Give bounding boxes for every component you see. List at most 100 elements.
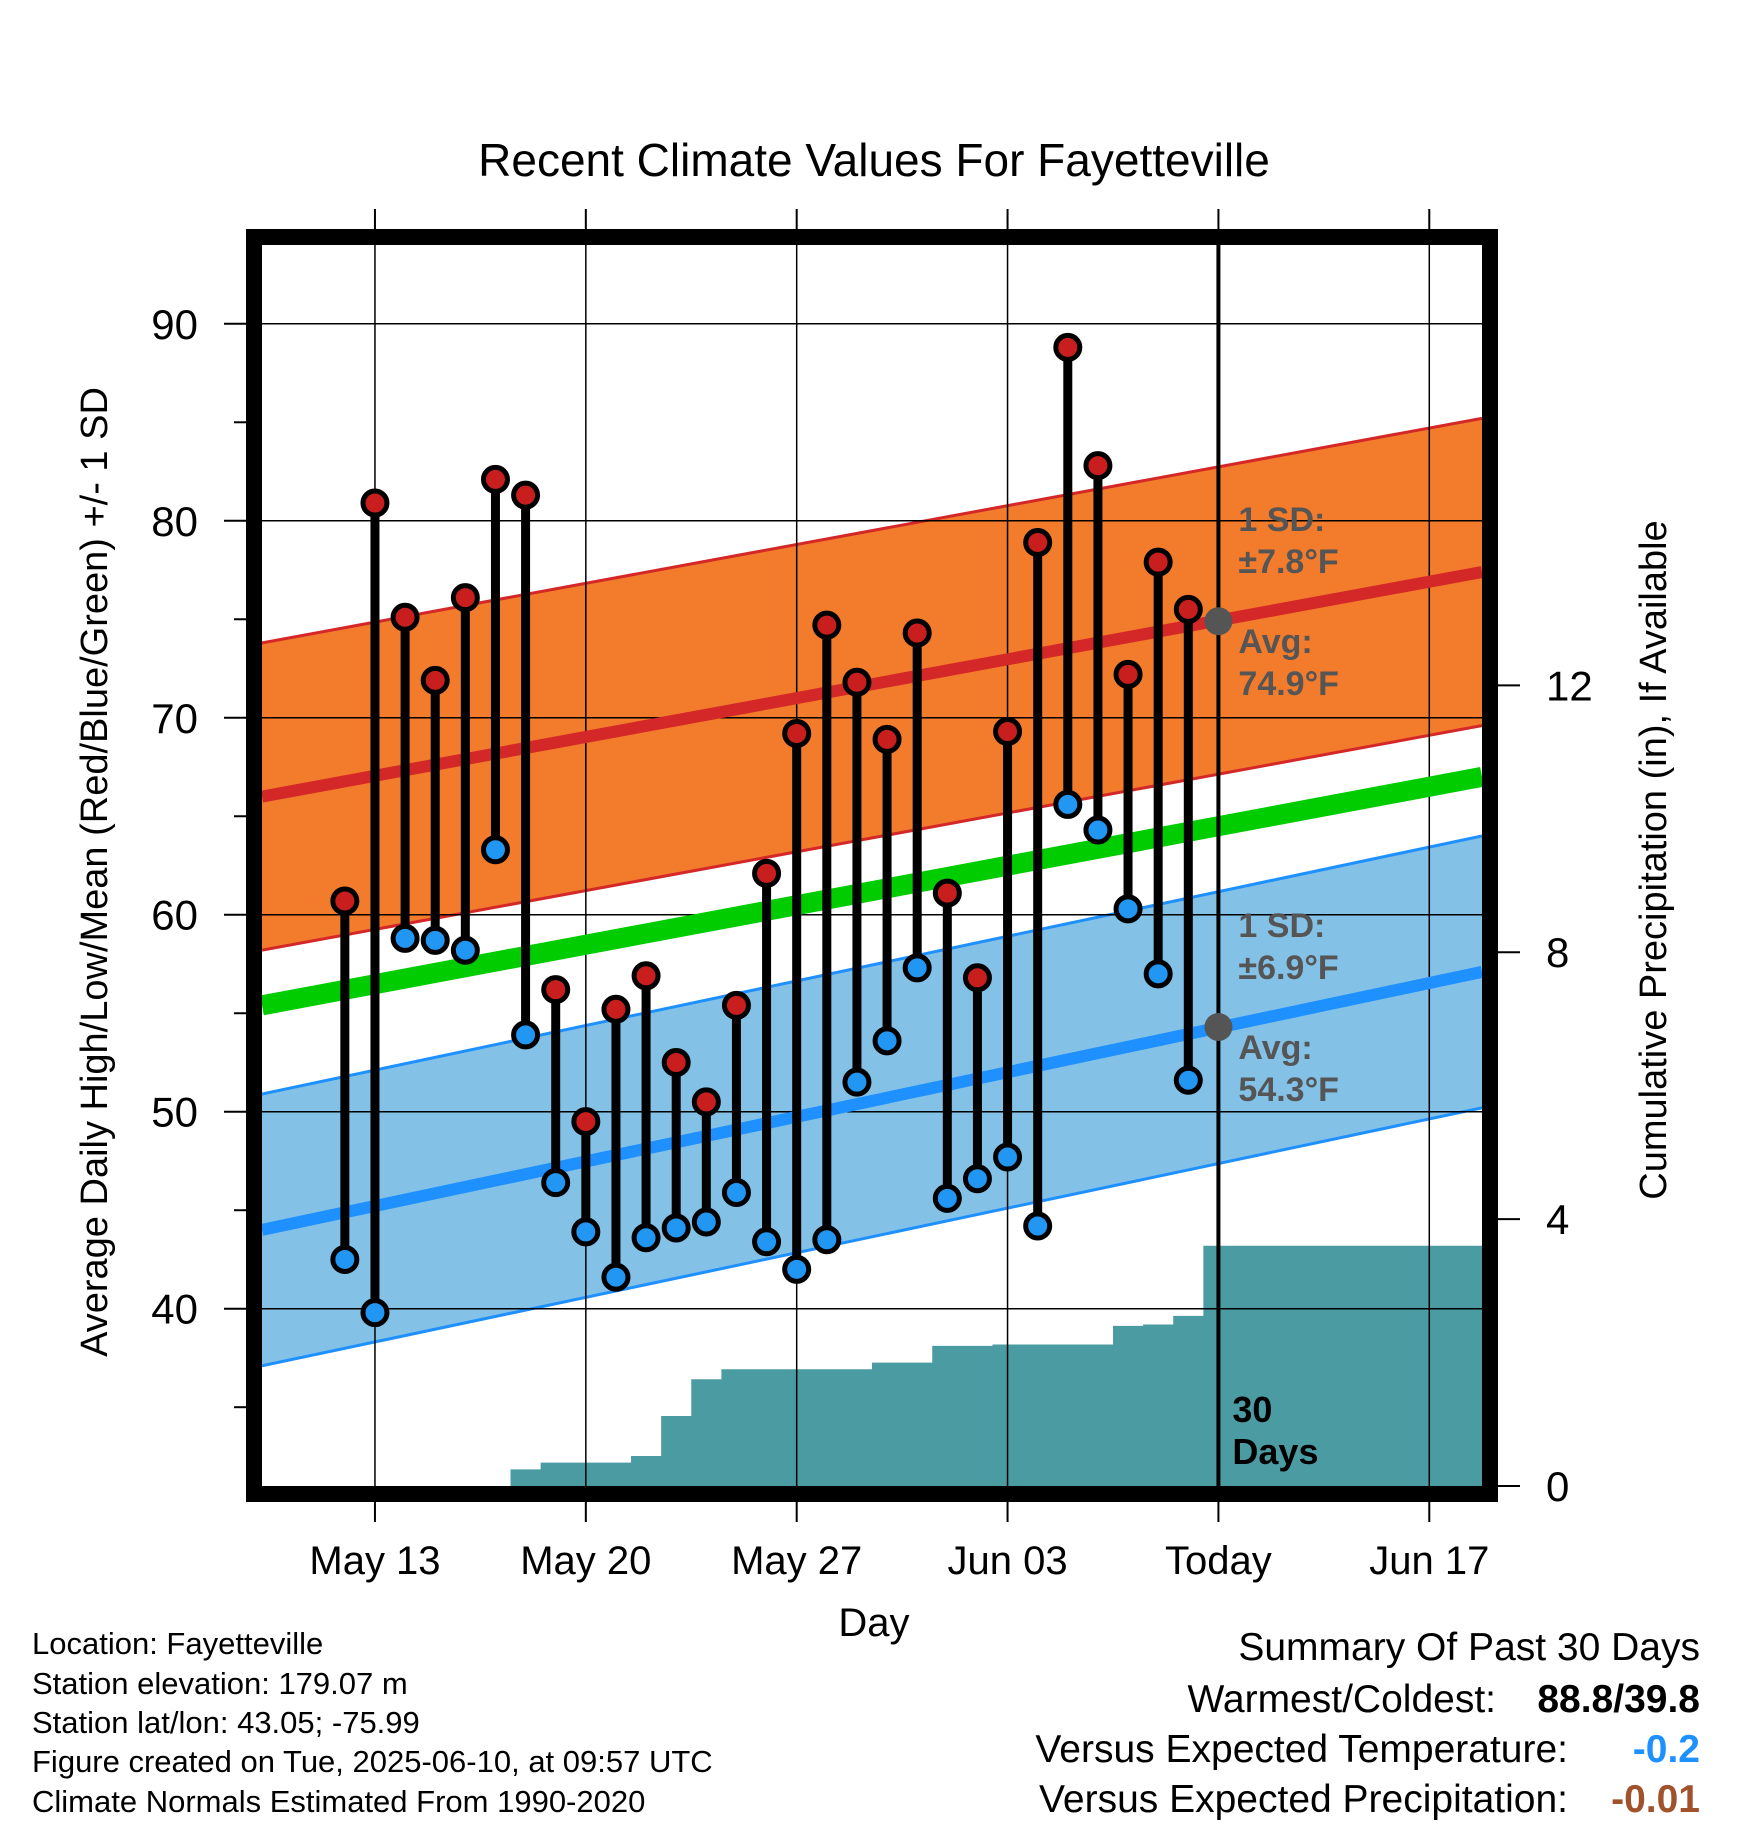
high-point-18 (872, 724, 902, 754)
low-point-14 (752, 1227, 782, 1257)
low-point-21 (962, 1164, 992, 1194)
low-point-13 (721, 1177, 751, 1207)
high-point-27 (1143, 547, 1173, 577)
normal-low-line (262, 966, 1482, 1236)
summary-box: Summary Of Past 30 Days Warmest/Coldest:… (1035, 1626, 1700, 1821)
chart-title: Recent Climate Values For Fayetteville (478, 134, 1270, 186)
high-point-25 (1083, 451, 1113, 481)
info-latlon: Station lat/lon: 43.05; -75.99 (32, 1705, 420, 1740)
high-point-1 (360, 488, 390, 518)
x-tick-label-3: Jun 03 (948, 1539, 1068, 1583)
info-created: Figure created on Tue, 2025-06-10, at 09… (32, 1744, 713, 1779)
low-point-23 (1023, 1211, 1053, 1241)
low-point-5 (480, 835, 510, 865)
low-point-19 (902, 953, 932, 983)
low-point-11 (661, 1213, 691, 1243)
low-point-16 (812, 1225, 842, 1255)
low-point-24 (1053, 789, 1083, 819)
high-point-14 (752, 858, 782, 888)
y2-tick-label-4: 4 (1546, 1196, 1569, 1243)
low-point-0 (330, 1244, 360, 1274)
info-location: Location: Fayetteville (32, 1626, 323, 1661)
high-avg-label: Avg: (1238, 623, 1312, 661)
high-point-28 (1173, 594, 1203, 624)
low-point-1 (360, 1298, 390, 1328)
y-tick-label-90: 90 (151, 301, 198, 348)
low-point-8 (571, 1217, 601, 1247)
x-tick-label-1: May 20 (520, 1539, 651, 1583)
today-days-unit: Days (1232, 1431, 1318, 1472)
high-point-20 (932, 878, 962, 908)
low-sd-value: ±6.9°F (1238, 949, 1338, 987)
y2-axis-label: Cumulative Precipitation (in), If Availa… (1633, 520, 1675, 1199)
y-tick-label-80: 80 (151, 498, 198, 545)
x-tick-label-2: May 27 (731, 1539, 862, 1583)
low-point-2 (390, 923, 420, 953)
low-point-6 (511, 1020, 541, 1050)
high-avg-value: 74.9°F (1238, 665, 1339, 703)
x-tick-label-4: Today (1165, 1539, 1272, 1583)
high-point-17 (842, 667, 872, 697)
x-tick-label-0: May 13 (309, 1539, 440, 1583)
high-point-5 (480, 464, 510, 494)
summary-warm-cold-label: Warmest/Coldest: (1188, 1678, 1496, 1721)
summary-precip-value: -0.01 (1611, 1778, 1700, 1821)
low-point-15 (782, 1254, 812, 1284)
x-axis-label: Day (838, 1601, 909, 1645)
today-high-avg-marker (1204, 607, 1233, 636)
y-tick-label-40: 40 (151, 1286, 198, 1333)
low-point-9 (601, 1262, 631, 1292)
high-point-10 (631, 961, 661, 991)
station-info: Location: Fayetteville Station elevation… (32, 1626, 713, 1819)
high-point-23 (1023, 527, 1053, 557)
y2-tick-label-8: 8 (1546, 929, 1569, 976)
low-avg-value: 54.3°F (1238, 1071, 1339, 1109)
low-point-28 (1173, 1065, 1203, 1095)
high-point-12 (691, 1087, 721, 1117)
high-sd-value: ±7.8°F (1238, 543, 1338, 581)
high-point-11 (661, 1047, 691, 1077)
low-point-4 (450, 935, 480, 965)
info-elevation: Station elevation: 179.07 m (32, 1666, 408, 1701)
low-point-10 (631, 1223, 661, 1253)
plot-area: 1 SD: ±7.8°F Avg: 74.9°F 1 SD: ±6.9°F Avg: 54.3… (262, 245, 1482, 1486)
summary-heading: Summary Of Past 30 Days (1238, 1626, 1700, 1669)
low-point-18 (872, 1026, 902, 1056)
plot-inner: 1 SD: ±7.8°F Avg: 74.9°F 1 SD: ±6.9°F Avg: 54.3… (262, 245, 1482, 1486)
today-low-avg-marker (1204, 1013, 1233, 1042)
y2-tick-label-0: 0 (1546, 1463, 1569, 1510)
x-tick-label-5: Jun 17 (1369, 1539, 1489, 1583)
normal-low-sd-band-lower-edge (262, 1106, 1482, 1368)
precip-cumulative-area (262, 1245, 1482, 1486)
summary-warm-cold-value: 88.8/39.8 (1537, 1678, 1700, 1721)
low-point-3 (420, 925, 450, 955)
y-tick-label-50: 50 (151, 1089, 198, 1136)
high-point-26 (1113, 659, 1143, 689)
low-point-17 (842, 1067, 872, 1097)
normal-mean-line (262, 767, 1482, 1016)
low-point-26 (1113, 894, 1143, 924)
high-point-16 (812, 610, 842, 640)
info-normals: Climate Normals Estimated From 1990-2020 (32, 1784, 645, 1819)
high-point-24 (1053, 332, 1083, 362)
normal-low-sd-band-upper-edge (262, 834, 1482, 1096)
high-point-2 (390, 602, 420, 632)
low-point-27 (1143, 959, 1173, 989)
high-point-9 (601, 994, 631, 1024)
summary-precip-label: Versus Expected Precipitation: (1039, 1778, 1568, 1821)
high-sd-label: 1 SD: (1238, 501, 1325, 539)
high-point-15 (782, 719, 812, 749)
y-axis-label: Average Daily High/Low/Mean (Red/Blue/Gr… (74, 387, 116, 1357)
low-point-22 (993, 1142, 1023, 1172)
high-point-6 (511, 480, 541, 510)
high-point-13 (721, 990, 751, 1020)
axes: 40 50 60 70 80 90 0 4 8 12 May 13 May 20 May 27 Jun 0… (151, 209, 1593, 1583)
high-point-22 (993, 717, 1023, 747)
low-point-7 (541, 1168, 571, 1198)
high-point-19 (902, 618, 932, 648)
high-point-7 (541, 975, 571, 1005)
summary-temp-label: Versus Expected Temperature: (1035, 1728, 1568, 1771)
low-sd-label: 1 SD: (1238, 907, 1325, 945)
low-point-20 (932, 1183, 962, 1213)
